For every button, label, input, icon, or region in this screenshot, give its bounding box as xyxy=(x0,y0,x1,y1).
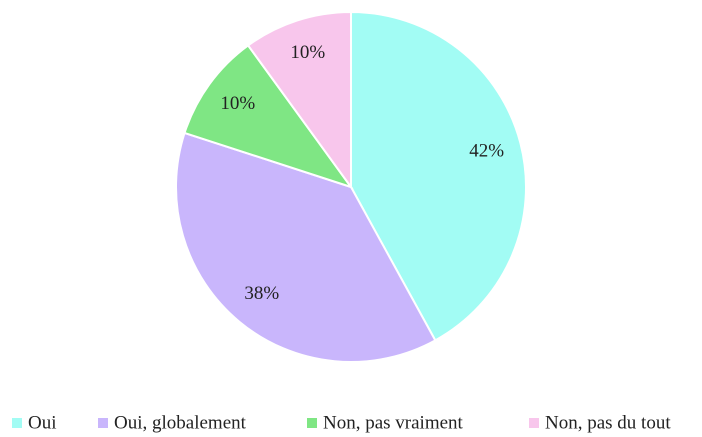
pie-slice xyxy=(246,10,352,191)
legend-swatch xyxy=(12,418,22,428)
pie-slice xyxy=(183,44,354,189)
pie-slice xyxy=(175,131,437,364)
legend-label: Non, pas du tout xyxy=(545,412,671,433)
legend-swatch xyxy=(98,418,108,428)
data-label: 42% xyxy=(469,141,504,162)
legend-swatch xyxy=(529,418,539,428)
legend-label: Oui, globalement xyxy=(114,412,247,433)
legend-label: Oui xyxy=(28,412,57,433)
data-label: 10% xyxy=(220,93,255,114)
legend-swatch xyxy=(307,418,317,428)
pie-slice xyxy=(350,10,528,342)
data-label: 10% xyxy=(290,42,325,63)
legend-label: Non, pas vraiment xyxy=(323,412,464,433)
data-label: 38% xyxy=(244,283,279,304)
